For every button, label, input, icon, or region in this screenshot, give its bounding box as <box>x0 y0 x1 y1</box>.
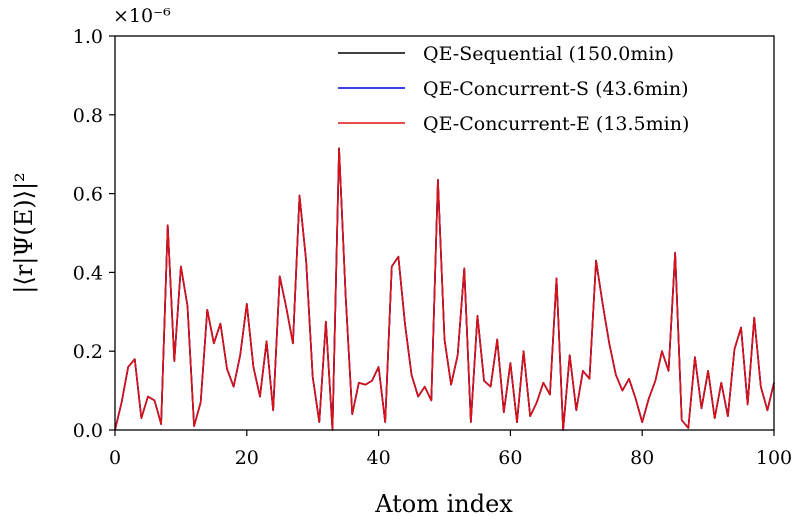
plot-frame <box>114 35 775 431</box>
x-tick-label: 100 <box>756 447 792 469</box>
ticks-layer: 0 20 40 60 80 100 0.0 0.2 0.4 0.6 0.8 1.0 <box>73 26 792 469</box>
legend-label-concurrent-s: QE-Concurrent-S (43.6min) <box>423 78 689 100</box>
series-line-sequential <box>114 147 775 431</box>
y-scale-label: ×10⁻⁶ <box>113 5 171 27</box>
legend-label-concurrent-e: QE-Concurrent-E (13.5min) <box>423 113 689 135</box>
legend: QE-Sequential (150.0min) QE-Concurrent-S… <box>338 43 689 135</box>
legend-label-sequential: QE-Sequential (150.0min) <box>423 43 674 65</box>
x-tick-label: 20 <box>235 447 259 469</box>
y-tick-label: 0.6 <box>73 184 103 206</box>
series-line-concurrent-s <box>114 147 775 431</box>
y-axis-title: |⟨r|Ψ(E)⟩|² <box>10 172 39 293</box>
series-line-concurrent-e <box>114 147 775 431</box>
y-tick-label: 0.8 <box>73 105 103 127</box>
x-tick-label: 40 <box>367 447 391 469</box>
x-axis-title: Atom index <box>374 490 513 518</box>
y-tick-label: 0.2 <box>73 341 103 363</box>
y-tick-label: 0.4 <box>73 262 103 284</box>
y-tick-label: 0.0 <box>73 420 103 442</box>
x-tick-label: 0 <box>109 447 121 469</box>
x-tick-label: 60 <box>498 447 522 469</box>
x-tick-label: 80 <box>630 447 654 469</box>
series-layer <box>114 147 775 431</box>
y-tick-label: 1.0 <box>73 26 103 48</box>
